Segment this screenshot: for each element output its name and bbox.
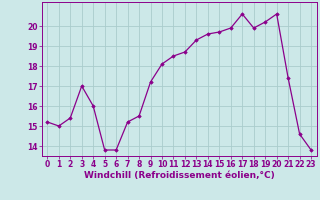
X-axis label: Windchill (Refroidissement éolien,°C): Windchill (Refroidissement éolien,°C) xyxy=(84,171,275,180)
